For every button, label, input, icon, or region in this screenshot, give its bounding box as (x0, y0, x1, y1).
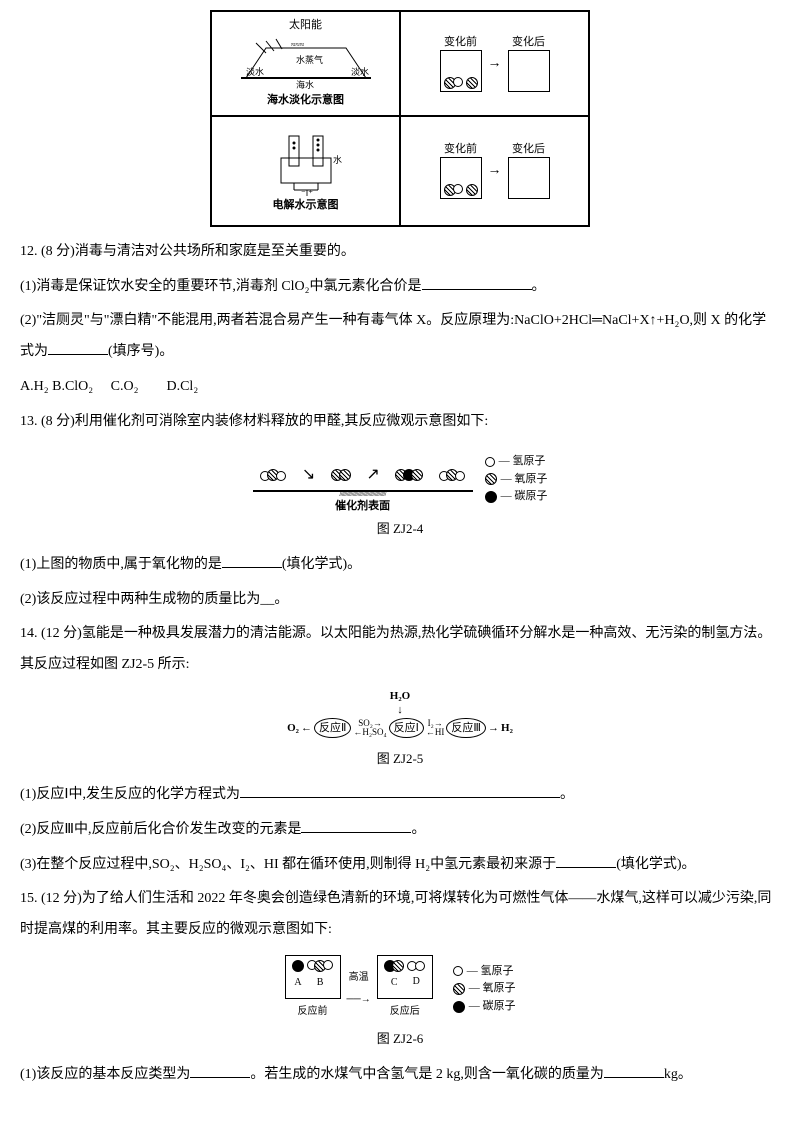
svg-text:淡水: 淡水 (351, 66, 369, 77)
q12-title: 12. (8 分)消毒与清洁对公共场所和家庭是至关重要的。 (20, 237, 780, 268)
q14-title: 14. (12 分)氢能是一种极具发展潜力的清洁能源。以太阳能为热源,热化学硫碘… (20, 619, 780, 681)
svg-text:⁻‖⁺: ⁻‖⁺ (301, 188, 313, 198)
q14-fig-label: 图 ZJ2-5 (20, 745, 780, 774)
q12-part2-end: (填序号)。 (108, 344, 173, 359)
seawater-svg: 淡水 淡水 水蒸气 ≈≈≈ 海水 (236, 33, 376, 93)
q13-part1: (1)上图的物质中,属于氧化物的是 (填化学式)。 (20, 550, 780, 581)
after-box: C D (377, 955, 433, 999)
q13-title: 13. (8 分)利用催化剂可消除室内装修材料释放的甲醛,其反应微观示意图如下: (20, 407, 780, 438)
q14-part2-text: (2)反应Ⅲ中,反应前后化合价发生改变的元素是 (20, 822, 301, 837)
blank[interactable] (604, 1064, 664, 1078)
q14-figure: H₂O ↓ O₂ ← 反应Ⅱ SO₂→←H₂SO₄ 反应Ⅰ I₂→←HI 反应Ⅲ… (20, 689, 780, 743)
svg-text:水蒸气: 水蒸气 (296, 54, 323, 65)
q12-part1-text: (1)消毒是保证饮水安全的重要环节,消毒剂 ClO₂中氯元素化合价是 (20, 279, 422, 294)
legend-h: — 氢原子 (467, 963, 514, 981)
svg-text:淡水: 淡水 (246, 66, 264, 77)
before-box: A B (285, 955, 341, 999)
blank[interactable] (222, 554, 282, 568)
before-label-2: 变化前 (440, 142, 482, 157)
hi-temp: 高温 (347, 967, 371, 989)
after-box-1 (508, 50, 550, 92)
q12-part1: (1)消毒是保证饮水安全的重要环节,消毒剂 ClO₂中氯元素化合价是 。 (20, 272, 780, 303)
cell-electrolysis: ⁻‖⁺ 水 电解水示意图 (211, 116, 400, 226)
arrow-2: → (488, 161, 502, 181)
cell-seawater: 太阳能 淡水 淡水 水蒸气 ≈≈≈ 海水 海水淡化示意图 (211, 11, 400, 116)
o2: O₂ (287, 721, 299, 735)
after-label-2: 变化后 (508, 142, 550, 157)
after-label-1: 变化后 (508, 35, 550, 50)
legend-o: — 氧原子 (501, 471, 548, 489)
q14-part1: (1)反应Ⅰ中,发生反应的化学方程式为 。 (20, 780, 780, 811)
h2o-label: H₂O (287, 689, 513, 703)
seawater-caption: 海水淡化示意图 (267, 93, 344, 108)
r2: 反应Ⅱ (314, 718, 351, 738)
blank[interactable] (190, 1064, 250, 1078)
q13-part1-end: (填化学式)。 (282, 557, 361, 572)
surface-label: 催化剂表面 (253, 499, 473, 513)
r3: 反应Ⅲ (446, 718, 486, 738)
q15-fig-label: 图 ZJ2-6 (20, 1025, 780, 1054)
legend-c: — 碳原子 (469, 998, 516, 1016)
electrolysis-caption: 电解水示意图 (273, 198, 339, 213)
legend-q13: — 氢原子 — 氧原子 — 碳原子 (485, 453, 548, 506)
blank[interactable] (48, 341, 108, 355)
q14-part1-end: 。 (560, 787, 574, 802)
before-box-1 (440, 50, 482, 92)
legend-h: — 氢原子 (499, 453, 546, 471)
top-diagram-grid: 太阳能 淡水 淡水 水蒸气 ≈≈≈ 海水 海水淡化示意图 变化前 (210, 10, 590, 227)
arrow-1: → (488, 54, 502, 74)
q12-part2: (2)"洁厕灵"与"漂白精"不能混用,两者若混合易产生一种有毒气体 X。反应原理… (20, 306, 780, 368)
q15-part1: (1)该反应的基本反应类型为 。若生成的水煤气中含氢气是 2 kg,则含一氧化碳的… (20, 1060, 780, 1091)
q12-options: A.H₂ B.ClO₂ C.O₂ D.Cl₂ (20, 372, 780, 403)
q14-part3-text: (3)在整个反应过程中,SO₂、H₂SO₄、I₂、HI 都在循环使用,则制得 H… (20, 857, 556, 872)
label-d: D (413, 971, 420, 993)
q13-fig-label: 图 ZJ2-4 (20, 515, 780, 544)
blank[interactable] (240, 784, 560, 798)
before-box-2 (440, 157, 482, 199)
blank[interactable] (301, 819, 411, 833)
svg-text:海水: 海水 (296, 79, 314, 90)
before-label: 反应前 (285, 1001, 341, 1023)
blank[interactable] (556, 854, 616, 868)
q14-part3: (3)在整个反应过程中,SO₂、H₂SO₄、I₂、HI 都在循环使用,则制得 H… (20, 850, 780, 881)
q15-part1a: (1)该反应的基本反应类型为 (20, 1067, 190, 1082)
label-a: A (294, 972, 301, 994)
legend-c: — 碳原子 (501, 488, 548, 506)
q14-part2-end: 。 (411, 822, 425, 837)
catalyst-diagram: ↘ ↗ 催化剂表面 (253, 446, 473, 514)
legend-o: — 氧原子 (469, 980, 516, 998)
blank[interactable] (422, 276, 532, 290)
q13-part1-text: (1)上图的物质中,属于氧化物的是 (20, 557, 222, 572)
cell-change-2: 变化前 → 变化后 (400, 116, 589, 226)
q14-part2: (2)反应Ⅲ中,反应前后化合价发生改变的元素是 。 (20, 815, 780, 846)
r1: 反应Ⅰ (389, 718, 424, 738)
legend-q15: — 氢原子 — 氧原子 — 碳原子 (453, 963, 516, 1016)
after-box-2 (508, 157, 550, 199)
q12-part1-end: 。 (532, 279, 546, 294)
after-label: 反应后 (377, 1001, 433, 1023)
cell-change-1: 变化前 → 变化后 (400, 11, 589, 116)
label-b: B (317, 972, 324, 994)
sun-label: 太阳能 (289, 18, 322, 33)
q13-part2: (2)该反应过程中两种生成物的质量比为__。 (20, 585, 780, 616)
svg-text:≈≈≈: ≈≈≈ (291, 40, 305, 49)
h2: H₂ (501, 721, 513, 735)
q13-figure: ↘ ↗ 催化剂表面 — 氢原子 — 氧原子 — 碳原子 (20, 446, 780, 514)
q14-part1-text: (1)反应Ⅰ中,发生反应的化学方程式为 (20, 787, 240, 802)
q15-part1c: kg。 (664, 1067, 692, 1082)
svg-text:水: 水 (333, 154, 342, 165)
q15-figure: A B 反应前 高温 ──→ C D 反应后 — 氢原子 — 氧原子 — 碳原子 (20, 954, 780, 1023)
before-label-1: 变化前 (440, 35, 482, 50)
q14-part3-end: (填化学式)。 (616, 857, 695, 872)
q15-part1b: 。若生成的水煤气中含氢气是 2 kg,则含一氧化碳的质量为 (250, 1067, 604, 1082)
q15-title: 15. (12 分)为了给人们生活和 2022 年冬奥会创造绿色清新的环境,可将… (20, 884, 780, 946)
label-c: C (391, 972, 398, 994)
electrolysis-svg: ⁻‖⁺ 水 (251, 128, 361, 198)
